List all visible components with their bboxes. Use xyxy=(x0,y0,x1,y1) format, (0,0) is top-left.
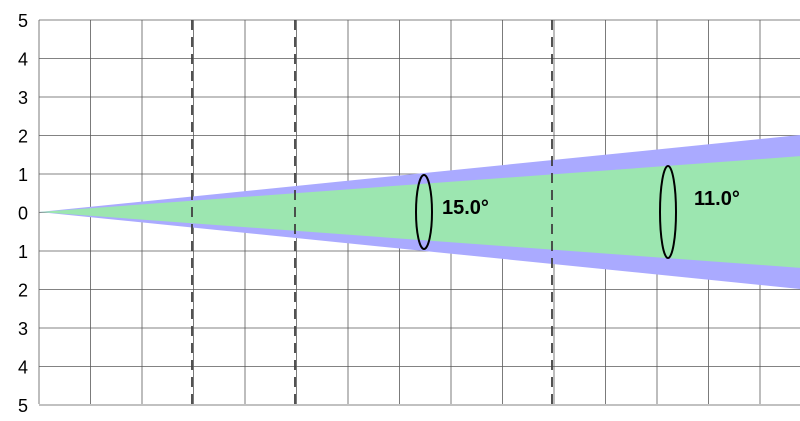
y-axis-tick-labels: 5 4 3 2 1 0 1 2 3 4 5 xyxy=(18,11,28,416)
y-tick-label: 1 xyxy=(18,242,28,262)
y-tick-label: 5 xyxy=(18,11,28,31)
beam-15-angle-ellipse xyxy=(415,174,433,250)
y-tick-label: 3 xyxy=(18,319,28,339)
beam-cone-inner xyxy=(39,156,800,268)
y-tick-label: 0 xyxy=(18,204,28,224)
y-tick-label: 4 xyxy=(18,50,28,70)
beam-11-angle-ellipse xyxy=(659,165,677,259)
y-tick-label: 1 xyxy=(18,165,28,185)
y-tick-label: 4 xyxy=(18,358,28,378)
y-tick-label: 2 xyxy=(18,127,28,147)
y-tick-label: 2 xyxy=(18,281,28,301)
beam-cones xyxy=(39,135,800,289)
distance-marker-lines xyxy=(191,20,553,404)
beam-11-angle-label: 11.0° xyxy=(694,188,740,210)
y-tick-label: 3 xyxy=(18,88,28,108)
beam-15-angle-label: 15.0° xyxy=(442,197,489,219)
y-tick-label: 5 xyxy=(18,396,28,416)
